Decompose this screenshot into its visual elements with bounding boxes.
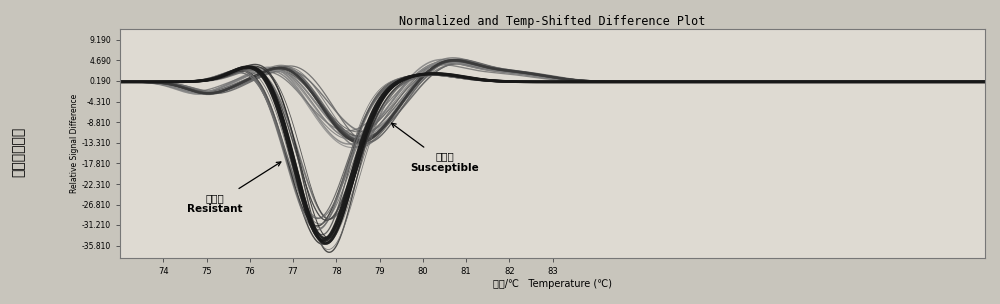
Y-axis label: Relative Signal Difference: Relative Signal Difference xyxy=(70,94,79,193)
Title: Normalized and Temp-Shifted Difference Plot: Normalized and Temp-Shifted Difference P… xyxy=(399,15,706,28)
Text: 抗病型
Resistant: 抗病型 Resistant xyxy=(187,162,281,214)
Text: 感病型
Susceptible: 感病型 Susceptible xyxy=(392,123,479,173)
Text: 相对荧光差値: 相对荧光差値 xyxy=(11,127,25,177)
X-axis label: 温度/℃   Temperature (℃): 温度/℃ Temperature (℃) xyxy=(493,279,612,289)
